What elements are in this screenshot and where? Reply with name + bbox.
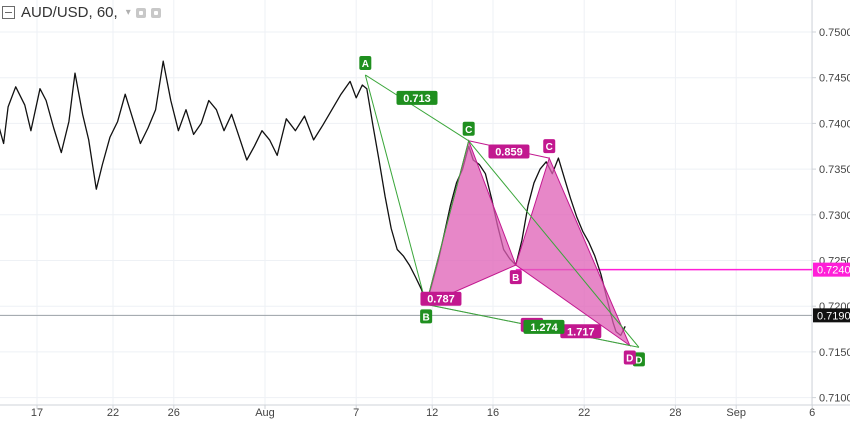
ratio-label-pink: 0.859: [488, 144, 530, 159]
point-marker-bg: [632, 352, 645, 367]
x-tick-label: 7: [353, 407, 359, 419]
y-axis: 0.75000.74500.74000.73500.73000.72500.72…: [812, 27, 850, 405]
x-tick-label: 22: [107, 407, 119, 419]
ratio-label-text: 1.274: [530, 322, 558, 334]
ratio-label-text: 0.787: [427, 294, 455, 306]
point-marker-bg: [623, 350, 636, 365]
y-tick-label: 0.7400: [819, 118, 850, 130]
pattern-pink: [425, 139, 631, 347]
point-marker-green: B: [420, 309, 433, 324]
y-tick-label: 0.7450: [819, 73, 850, 85]
settings-icon[interactable]: ▾: [125, 7, 131, 18]
point-marker-text: B: [512, 273, 519, 284]
x-tick-label: 6: [809, 407, 815, 419]
point-marker-text: D: [635, 355, 642, 366]
level-price-label: 0.7240: [813, 262, 850, 277]
ratio-label-text: 0.859: [495, 146, 523, 158]
x-tick-label: 16: [487, 407, 499, 419]
green-bc-line: [425, 140, 470, 305]
ratio-label-bg: [396, 90, 438, 105]
y-tick-label: 0.7500: [819, 27, 850, 39]
x-tick-label: Sep: [726, 407, 746, 419]
point-marker-text: A: [362, 59, 369, 70]
x-tick-label: 26: [168, 407, 180, 419]
x-axis: 172226Aug712162228Sep61: [31, 405, 815, 419]
grid-lines: [0, 0, 813, 405]
hide-icon[interactable]: [135, 7, 146, 18]
price-label-text: 0.7240: [817, 265, 850, 277]
point-marker-green: A: [359, 55, 372, 70]
point-marker-green: D: [632, 352, 645, 367]
point-marker-bg: [543, 139, 556, 154]
close-icon[interactable]: [150, 7, 161, 18]
pink-triangle-xab: [425, 139, 517, 306]
y-tick-label: 0.7350: [819, 164, 850, 176]
current-price-label: 0.7190: [813, 308, 850, 323]
ratio-label-text: 1.717: [567, 326, 595, 338]
y-tick-label: 0.7300: [819, 210, 850, 222]
ratio-label-bg: [420, 291, 462, 306]
price-label-text: 0.7190: [817, 310, 850, 322]
ratio-label-pink: 0.787: [420, 291, 462, 306]
point-marker-text: D: [626, 354, 633, 365]
x-tick-label: 17: [31, 407, 43, 419]
symbol-label: AUD/USD, 60,: [21, 4, 118, 21]
point-marker-text: C: [546, 142, 553, 153]
ratio-label-pink: 1.717: [560, 324, 602, 339]
point-marker-text: B: [423, 312, 430, 323]
y-tick-label: 0.7150: [819, 347, 850, 359]
ratio-label-bg: [523, 319, 565, 334]
x-tick-label: 12: [426, 407, 438, 419]
price-label-bg: [813, 262, 850, 277]
price-line: [0, 60, 626, 337]
ratio-label-green: 1.274: [523, 319, 565, 334]
green-ab-line: [364, 74, 427, 305]
green-cd-line: [468, 140, 640, 348]
ratio-label-text: 0.713: [403, 93, 431, 105]
x-tick-label: 28: [669, 407, 681, 419]
point-marker-bg: [462, 121, 475, 136]
collapse-icon[interactable]: [2, 6, 15, 19]
point-marker-bg: [420, 309, 433, 324]
ratio-label-green: 0.713: [396, 90, 438, 105]
point-marker-bg: [359, 55, 372, 70]
ratio-label-bg: [560, 324, 602, 339]
point-marker-bg: [509, 270, 522, 285]
pink-triangle-bcd: [515, 156, 631, 347]
chart-header: AUD/USD, 60, ▾: [2, 4, 161, 21]
point-marker-pink: C: [543, 139, 556, 154]
price-label-bg: [813, 308, 850, 323]
ratio-label-bg: [488, 144, 530, 159]
point-marker-pink: B: [509, 270, 522, 285]
point-marker-text: C: [465, 125, 472, 136]
y-tick-label: 0.7100: [819, 393, 850, 405]
x-tick-label: 22: [578, 407, 590, 419]
point-marker-pink: D: [623, 350, 636, 365]
point-marker-green: C: [462, 121, 475, 136]
green-ac-line: [365, 74, 469, 142]
x-tick-label: Aug: [255, 407, 275, 419]
